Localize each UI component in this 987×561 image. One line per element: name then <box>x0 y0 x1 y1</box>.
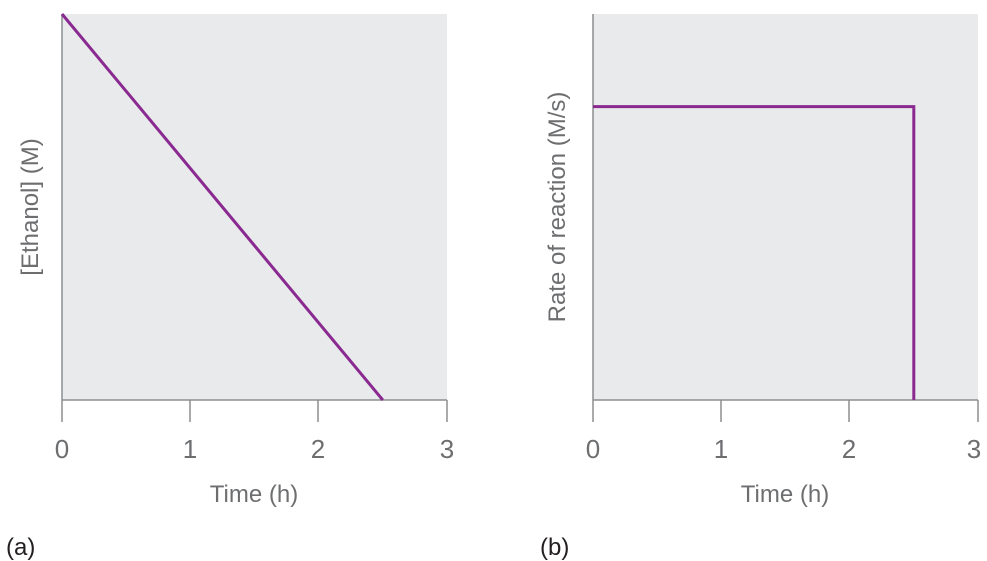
chart-a: 0 1 2 3 Time (h) [Ethanol] (M) (a) <box>6 13 454 561</box>
chart-b-tick-marks <box>592 400 979 422</box>
chart-a-x-axis-label: Time (h) <box>210 481 298 508</box>
chart-a-panel-label: (a) <box>6 534 35 561</box>
chart-a-plot-area <box>62 14 447 400</box>
chart-a-x-tick-label: 0 <box>55 434 69 464</box>
chart-b: 0 1 2 3 Time (h) Rate of reaction (M/s) … <box>540 14 981 561</box>
chart-a-series-line <box>60 13 384 401</box>
chart-b-x-axis-label: Time (h) <box>741 481 829 508</box>
chart-a-y-axis-label: [Ethanol] (M) <box>17 138 44 275</box>
chart-b-y-axis-label: Rate of reaction (M/s) <box>544 92 571 323</box>
chart-b-series-line <box>593 105 916 400</box>
chart-b-x-tick-label: 0 <box>586 434 600 464</box>
chart-a-x-tick-label: 1 <box>183 434 197 464</box>
chart-b-x-tick-label: 3 <box>967 434 981 464</box>
chart-b-x-tick-label: 1 <box>714 434 728 464</box>
chart-b-x-tick-label: 2 <box>842 434 856 464</box>
chart-a-x-tick-label: 3 <box>440 434 454 464</box>
chart-a-tick-marks <box>61 400 448 422</box>
chart-b-plot-area <box>593 14 978 400</box>
chart-a-x-tick-label: 2 <box>311 434 325 464</box>
chart-b-panel-label: (b) <box>540 534 569 561</box>
